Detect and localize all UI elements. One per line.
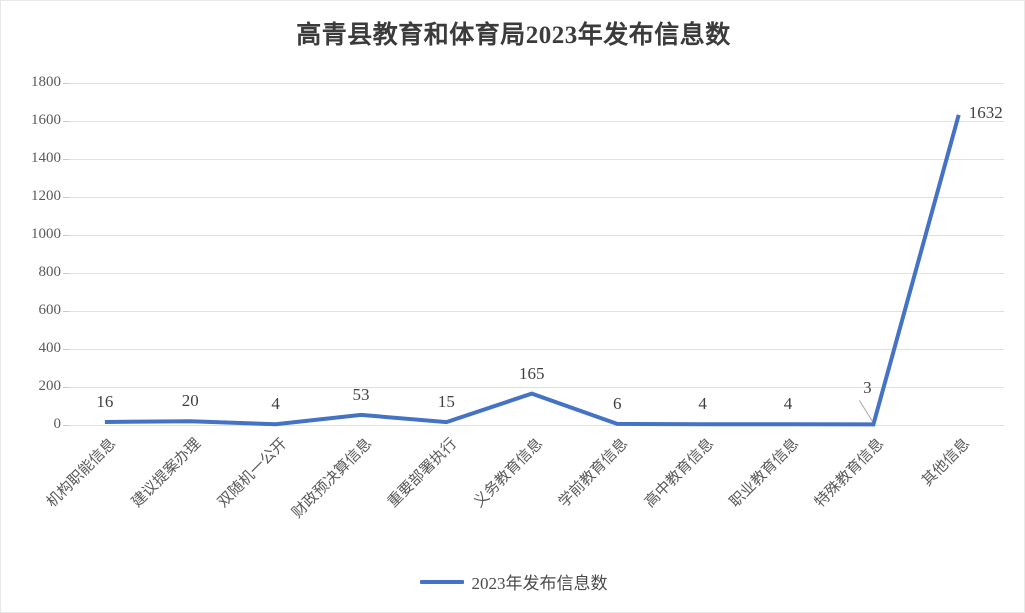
data-label-职业教育信息: 4 bbox=[783, 394, 793, 414]
y-tick-label-400: 400 bbox=[38, 340, 62, 356]
y-tickmark-200 bbox=[63, 387, 69, 388]
x-tick-label-特殊教育信息: 特殊教育信息 bbox=[732, 433, 888, 589]
x-tick-label-text: 机构职能信息 bbox=[44, 435, 120, 511]
y-tick-label-200: 200 bbox=[38, 378, 62, 394]
x-tick-label-text: 双随机一公开 bbox=[214, 435, 290, 511]
gridline-1800 bbox=[69, 83, 1004, 84]
plot-area: 16 20 4 53 15 165 6 4 4 3 1632 bbox=[63, 83, 1004, 427]
y-tick-label-1000: 1000 bbox=[31, 226, 61, 242]
data-label-学前教育信息: 6 bbox=[612, 393, 622, 413]
x-tick-label-text: 其他信息 bbox=[919, 435, 973, 490]
y-tickmark-1200 bbox=[63, 197, 69, 198]
y-tickmark-800 bbox=[63, 273, 69, 274]
gridline-400 bbox=[69, 349, 1004, 350]
gridline-0 bbox=[69, 425, 1004, 426]
y-tickmark-400 bbox=[63, 349, 69, 350]
x-tick-label-其他信息: 其他信息 bbox=[817, 433, 973, 589]
x-tick-label-重要部署执行: 重要部署执行 bbox=[305, 433, 461, 589]
x-tick-label-财政预决算信息: 财政预决算信息 bbox=[220, 433, 376, 589]
y-tick-label-0: 0 bbox=[53, 416, 62, 432]
x-tick-label-text: 建议提案办理 bbox=[129, 435, 205, 511]
y-tickmark-1000 bbox=[63, 235, 69, 236]
data-label-财政预决算信息: 53 bbox=[352, 384, 370, 404]
x-tick-label-双随机一公开: 双随机一公开 bbox=[134, 433, 290, 589]
data-label-其他信息: 1632 bbox=[968, 102, 1003, 122]
data-label-双随机一公开: 4 bbox=[271, 394, 280, 414]
x-tick-label-高中教育信息: 高中教育信息 bbox=[561, 433, 717, 589]
x-tick-label-text: 义务教育信息 bbox=[470, 435, 546, 511]
gridline-1600 bbox=[69, 121, 1004, 122]
data-label-leader-line bbox=[858, 400, 873, 422]
x-tick-label-text: 重要部署执行 bbox=[385, 435, 461, 511]
x-tick-label-text: 学前教育信息 bbox=[556, 435, 632, 511]
x-axis-tick-labels: 机构职能信息 建议提案办理 双随机一公开 财政预决算信息 重要部署执行 义务教育信息 学前教… bbox=[1, 425, 1024, 555]
legend-label: 2023年发布信息数 bbox=[471, 574, 608, 593]
data-label-机构职能信息: 16 bbox=[96, 391, 114, 411]
gridline-200 bbox=[69, 387, 1004, 388]
data-label-建议提案办理: 20 bbox=[181, 391, 199, 411]
x-tick-label-text: 财政预决算信息 bbox=[289, 435, 376, 522]
y-tick-label-1200: 1200 bbox=[31, 188, 61, 204]
y-tick-label-800: 800 bbox=[38, 264, 62, 280]
y-tickmark-1800 bbox=[63, 83, 69, 84]
y-tick-label-1800: 1800 bbox=[31, 74, 61, 90]
y-tickmark-1600 bbox=[63, 121, 69, 122]
series-line-layer bbox=[104, 114, 961, 427]
gridline-1200 bbox=[69, 197, 1004, 198]
gridline-600 bbox=[69, 311, 1004, 312]
y-tick-label-1400: 1400 bbox=[31, 150, 61, 166]
gridline-1000 bbox=[69, 235, 1004, 236]
series-line-2023 bbox=[104, 114, 961, 427]
y-tickmark-0 bbox=[63, 425, 69, 426]
data-label-特殊教育信息: 3 bbox=[863, 378, 872, 398]
y-tickmark-600 bbox=[63, 311, 69, 312]
data-label-高中教育信息: 4 bbox=[698, 394, 707, 414]
y-tickmark-1400 bbox=[63, 159, 69, 160]
x-tick-label-学前教育信息: 学前教育信息 bbox=[476, 433, 632, 589]
gridline-800 bbox=[69, 273, 1004, 274]
x-tick-label-职业教育信息: 职业教育信息 bbox=[647, 433, 803, 589]
x-tick-label-建议提案办理: 建议提案办理 bbox=[49, 433, 205, 589]
x-tick-label-义务教育信息: 义务教育信息 bbox=[390, 433, 546, 589]
x-tick-label-text: 高中教育信息 bbox=[641, 435, 717, 511]
x-tick-label-text: 职业教育信息 bbox=[727, 435, 803, 511]
y-tick-label-600: 600 bbox=[38, 302, 62, 318]
gridline-1400 bbox=[69, 159, 1004, 160]
chart-title: 高青县教育和体育局2023年发布信息数 bbox=[296, 22, 731, 49]
legend-color-swatch bbox=[419, 579, 464, 584]
chart-legend: 2023年发布信息数 bbox=[1, 569, 1024, 594]
y-axis-tick-labels: 1800 1600 1400 1200 1000 800 600 400 200 0 bbox=[9, 75, 62, 432]
data-label-义务教育信息: 165 bbox=[519, 363, 545, 383]
x-tick-label-text: 特殊教育信息 bbox=[812, 435, 888, 511]
y-tick-label-1600: 1600 bbox=[31, 112, 61, 128]
data-label-重要部署执行: 15 bbox=[437, 392, 455, 412]
